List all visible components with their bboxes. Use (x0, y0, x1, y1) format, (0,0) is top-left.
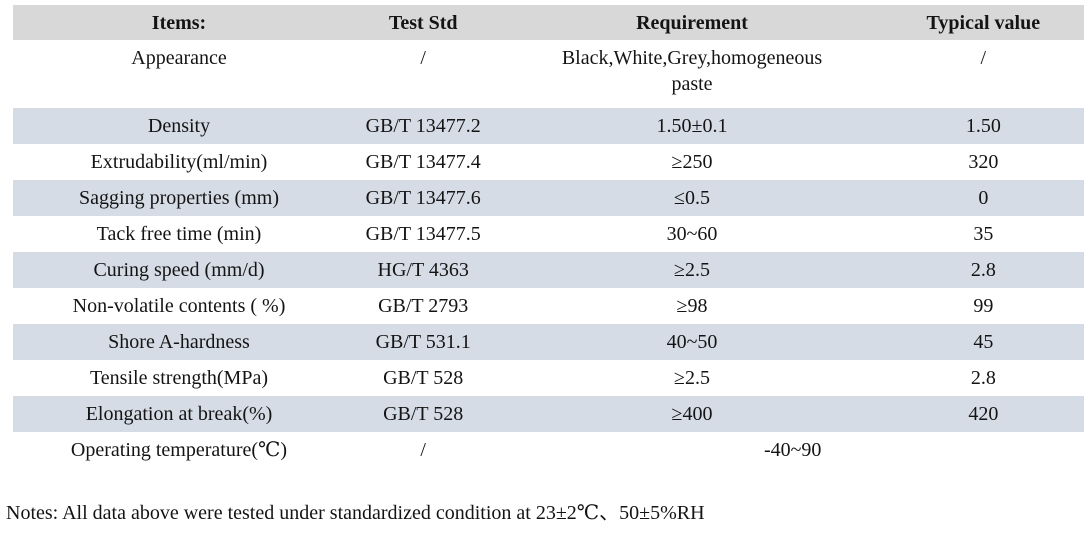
table-cell: / (420, 47, 426, 69)
table-row: Extrudability(ml/min) GB/T 13477.4 ≥250 320 (13, 144, 1084, 180)
table-cell: ≤0.5 (674, 187, 710, 209)
table-cell: 35 (973, 223, 994, 245)
table-cell: 45 (973, 331, 994, 353)
table-row: Non-volatile contents ( %) GB/T 2793 ≥98 99 (13, 288, 1084, 324)
table-cell: Non-volatile contents ( %) (72, 295, 286, 317)
table-cell: Shore A-hardness (108, 331, 250, 353)
table-cell: Operating temperature(℃) (70, 439, 288, 461)
table-cell: 320 (968, 151, 999, 173)
table-row: Tack free time (min) GB/T 13477.5 30~60 35 (13, 216, 1084, 252)
table-cell: Tensile strength(MPa) (89, 367, 268, 389)
table-cell: / (420, 439, 426, 461)
table-cell: -40~90 (763, 439, 822, 461)
table-cell: GB/T 13477.2 (365, 115, 481, 137)
column-header: Requirement (501, 5, 883, 40)
table-cell: GB/T 528 (383, 367, 464, 389)
table-body: Appearance / Black,White,Grey,homogeneous … (13, 40, 1084, 468)
table-row: Operating temperature(℃) / -40~90 (13, 432, 1084, 468)
table-cell: Black,White,Grey,homogeneous paste (561, 47, 823, 95)
table-cell: 30~60 (666, 223, 718, 245)
table-cell: Tack free time (min) (96, 223, 262, 245)
table-row: Sagging properties (mm) GB/T 13477.6 ≤0.5 0 (13, 180, 1084, 216)
table-cell: GB/T 531.1 (375, 331, 471, 353)
table-cell: 2.8 (970, 259, 996, 281)
table-row: Appearance / Black,White,Grey,homogeneous … (13, 40, 1084, 108)
table-cell: / (980, 47, 987, 69)
column-header: Test Std (345, 5, 502, 40)
table-cell: GB/T 13477.4 (365, 151, 481, 173)
table-row: Curing speed (mm/d) HG/T 4363 ≥2.5 2.8 (13, 252, 1084, 288)
column-header: Items: (13, 5, 345, 40)
table-cell: Curing speed (mm/d) (93, 259, 265, 281)
table-cell: GB/T 2793 (378, 295, 469, 317)
table-row: Shore A-hardness GB/T 531.1 40~50 45 (13, 324, 1084, 360)
table-cell: ≥98 (676, 295, 708, 317)
column-header: Typical value (882, 5, 1084, 40)
table-cell: HG/T 4363 (377, 259, 469, 281)
table-row: Elongation at break(%) GB/T 528 ≥400 420 (13, 396, 1084, 432)
table-cell: 0 (978, 187, 989, 209)
table-cell: ≥400 (671, 403, 713, 425)
table-row: Tensile strength(MPa) GB/T 528 ≥2.5 2.8 (13, 360, 1084, 396)
table-cell: 40~50 (666, 331, 718, 353)
table-cell: Extrudability(ml/min) (90, 151, 268, 173)
table-cell: 1.50±0.1 (656, 115, 728, 137)
spec-table: Items: Test Std Requirement Typical value A… (13, 5, 1084, 468)
table-cell: ≥2.5 (674, 259, 710, 281)
table-cell: ≥2.5 (674, 367, 710, 389)
table-header-row: Items: Test Std Requirement Typical value (13, 5, 1084, 40)
table-cell: GB/T 13477.6 (365, 187, 481, 209)
table-cell: GB/T 528 (383, 403, 464, 425)
table-cell: Appearance (131, 47, 227, 69)
table-cell: 2.8 (970, 367, 996, 389)
table-cell: 420 (968, 403, 999, 425)
table-row: Density GB/T 13477.2 1.50±0.1 1.50 (13, 108, 1084, 144)
notes-text: Notes: All data above were tested under … (6, 502, 705, 524)
table-cell: GB/T 13477.5 (365, 223, 481, 245)
table-cell: Elongation at break(%) (85, 403, 273, 425)
table-cell: Sagging properties (mm) (79, 187, 279, 209)
table-cell: 1.50 (965, 115, 1001, 137)
table-cell: ≥250 (671, 151, 713, 173)
table-cell: Density (147, 115, 211, 137)
table-cell: 99 (973, 295, 994, 317)
